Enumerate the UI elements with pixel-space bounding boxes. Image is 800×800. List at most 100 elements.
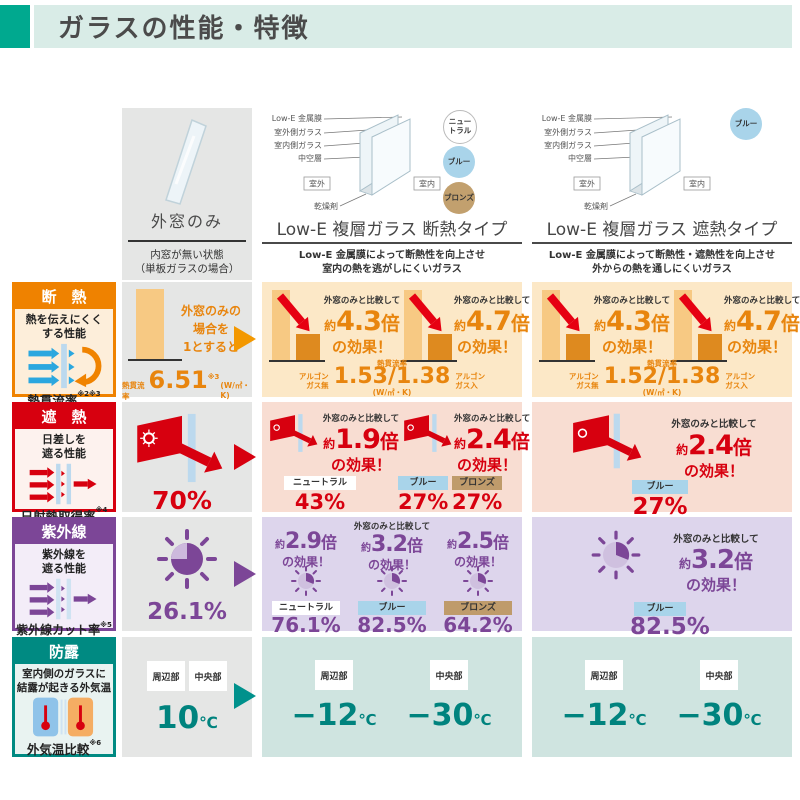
row-metric-condensation: 外気温比較※6 xyxy=(26,739,102,758)
solar-arrow-icon xyxy=(573,413,642,469)
uv-sun-icon xyxy=(591,530,641,580)
row-title-uv: 紫外線 xyxy=(15,520,113,544)
insulation-column-title: Low-E 複層ガラス 断熱タイプ xyxy=(276,220,508,240)
diagram-label-lowe-film: Low-E 金属膜 xyxy=(272,113,322,123)
glass-tone-badge-bronze: ブロンズ xyxy=(444,601,512,615)
baseline-condensation-cell: 周辺部 中央部 10℃ xyxy=(122,637,252,757)
u-value-baseline: 熱貫流率 6.51 ※3 (W/㎡・K) xyxy=(122,366,250,401)
shgc-value: 27% xyxy=(452,490,503,514)
row-desc-shielding: 日差しを 遮る性能 xyxy=(42,433,86,461)
shgc-value: 27% xyxy=(398,490,449,514)
diagram-inside-label: 室内 xyxy=(689,179,705,189)
page-title: ガラスの性能・特徴 xyxy=(58,14,310,44)
u-value-metric-label: 熱貫流率 xyxy=(647,359,677,368)
outdoor-temp-center: −30℃ xyxy=(406,698,492,733)
solar-arrow-icon xyxy=(404,414,452,452)
position-badge-edge: 周辺部 xyxy=(585,660,623,690)
baseline-shielding-cell: 70% xyxy=(122,402,252,515)
glass-color-swatch-bronze: ブロンズ xyxy=(443,182,475,214)
row-title-condensation: 防露 xyxy=(15,640,113,664)
position-badge-center: 中央部 xyxy=(430,660,468,690)
shielding-arrows-icon xyxy=(26,462,102,506)
solar-arrow-icon xyxy=(270,414,318,452)
column-header-shielding-type: Low-E 金属膜 室外側ガラス 室内側ガラス 中空層 室外 室内 乾燥剤 ブル… xyxy=(532,103,792,280)
row-desc-uv: 紫外線を 遮る性能 xyxy=(42,548,86,576)
baseline-uv-cell: 26.1% xyxy=(122,517,252,631)
position-badge-edge: 周辺部 xyxy=(147,661,185,691)
shielding-column-title: Low-E 複層ガラス 遮熱タイプ xyxy=(546,220,778,240)
baseline-insulation-cell: 外窓のみの 場合を 1とすると 熱貫流率 6.51 ※3 (W/㎡・K) xyxy=(122,282,252,401)
single-pane-glass-icon xyxy=(165,118,207,205)
insulation-type-shielding-cell: 外窓のみと比較して 約1.9倍 の効果！ ニュートラル 43% 外窓のみと比較し… xyxy=(262,402,530,514)
diagram-label-inner-glass: 室内側ガラス xyxy=(274,140,322,150)
row-desc-insulation: 熱を伝えにくく する性能 xyxy=(25,313,103,341)
outdoor-temp-edge: −12℃ xyxy=(291,698,377,733)
solar-arrow-icon xyxy=(137,413,223,483)
diagram-label-air-layer: 中空層 xyxy=(568,153,592,163)
glass-tone-badge-blue: ブルー xyxy=(634,602,686,616)
baseline-column-caption: 内窓が無い状態 （単板ガラスの場合） xyxy=(134,249,240,276)
glass-color-swatch-neutral: ニュー トラル xyxy=(443,110,477,144)
column-header-insulation-type: Low-E 金属膜 室外側ガラス 室内側ガラス 中空層 室外 室内 乾燥剤 ニュ… xyxy=(262,103,522,280)
effect-block: 外窓のみと比較して 約3.2倍 の効果！ xyxy=(673,534,759,594)
baseline-column-title: 外窓のみ xyxy=(150,212,223,231)
uv-sun-icon xyxy=(157,529,217,589)
uv-sun-icon xyxy=(463,566,493,596)
glass-tone-badge-blue: ブルー xyxy=(398,476,448,490)
row-label-condensation: 防露 室内側のガラスに 結露が起きる外気温 外気温比較※6 xyxy=(12,637,116,757)
diagram-desiccant-label: 乾燥剤 xyxy=(314,201,338,211)
diagram-inside-label: 室内 xyxy=(419,179,435,189)
shielding-type-shielding-cell: 外窓のみと比較して 約2.4倍 の効果！ ブルー 27% xyxy=(532,402,792,519)
bar-comparison-icon xyxy=(539,290,595,362)
baseline-note: 外窓のみの 場合を 1とすると xyxy=(180,304,241,354)
diagram-label-inner-glass: 室内側ガラス xyxy=(544,140,592,150)
double-pane-diagram: Low-E 金属膜 室外側ガラス 室内側ガラス 中空層 室外 室内 乾燥剤 xyxy=(272,113,441,211)
u-value-comparison: アルゴン ガス無 1.52/1.38 (W/㎡・K) アルゴン ガス入 xyxy=(568,364,756,397)
insulation-type-uv-cell: 約2.9倍 の効果！ ニュートラル 76.1% 外窓のみと比較して 約3.2倍 … xyxy=(262,517,522,635)
uv-sun-icon xyxy=(291,566,321,596)
uv-cut-value: 82.5% xyxy=(630,614,710,640)
bar-baseline-axis xyxy=(128,359,182,361)
row-label-insulation: 断 熱 熱を伝えにくく する性能 熱貫流率※2※3 xyxy=(12,282,116,408)
row-arrow-insulation xyxy=(234,326,256,352)
insulation-column-caption: Low-E 金属膜によって断熱性を向上させ 室内の熱を逃がしにくいガラス xyxy=(298,250,486,275)
bar-comparison-icon xyxy=(269,290,325,362)
diagram-outside-label: 室外 xyxy=(579,179,595,189)
glass-tone-badge-neutral: ニュートラル xyxy=(272,601,340,615)
outdoor-temp-baseline: 10℃ xyxy=(156,700,218,736)
shgc-baseline-value: 70% xyxy=(152,486,212,515)
divider xyxy=(532,242,792,244)
column-header-baseline: 外窓のみ 内窓が無い状態 （単板ガラスの場合） xyxy=(122,108,252,280)
diagram-desiccant-label: 乾燥剤 xyxy=(584,201,608,211)
shielding-type-condensation-cell: 周辺部 −12℃ 中央部 −30℃ xyxy=(532,637,792,757)
bar-comparison-icon xyxy=(401,290,457,362)
position-badge-center: 中央部 xyxy=(700,660,738,690)
row-arrow-condensation xyxy=(234,683,256,709)
u-value-comparison: アルゴン ガス無 1.53/1.38 (W/㎡・K) アルゴン ガス入 xyxy=(298,364,486,397)
row-desc-condensation: 室内側のガラスに 結露が起きる外気温 xyxy=(16,668,112,694)
row-metric-uv: 紫外線カット率※5 xyxy=(16,620,112,637)
diagram-outside-label: 室外 xyxy=(309,179,325,189)
shgc-value: 27% xyxy=(632,494,688,520)
insulation-type-condensation-cell: 周辺部 −12℃ 中央部 −30℃ xyxy=(262,637,522,757)
diagram-label-outer-glass: 室外側ガラス xyxy=(544,127,592,137)
shielding-column-caption: Low-E 金属膜によって断熱性・遮熱性を向上させ 外からの熱を通しにくいガラス xyxy=(548,250,776,275)
row-title-insulation: 断 熱 xyxy=(15,285,113,309)
uv-sun-icon xyxy=(377,566,407,596)
insulation-type-insulation-cell: 外窓のみと比較して 約4.3倍 の効果！ 外窓のみと比較して 約4.7倍 の効果… xyxy=(262,282,531,397)
glass-color-swatch-blue: ブルー xyxy=(443,146,475,178)
effect-block: 外窓のみと比較して 約3.2倍 の効果！ xyxy=(353,522,431,572)
row-label-shielding: 遮 熱 日差しを 遮る性能 日射熱取得率※4 xyxy=(12,402,116,524)
row-arrow-shielding xyxy=(234,444,256,470)
glass-tone-badge-blue: ブルー xyxy=(358,601,426,615)
effect-block: 外窓のみと比較して 約4.7倍 の効果！ xyxy=(454,296,531,356)
effect-block: 外窓のみと比較して 約4.3倍 の効果！ xyxy=(323,296,401,356)
header-accent-square xyxy=(0,5,30,48)
thermometers-icon xyxy=(33,695,95,739)
effect-block: 外窓のみと比較して 約4.7倍 の効果！ xyxy=(724,296,800,356)
row-title-shielding: 遮 熱 xyxy=(15,405,113,429)
effect-block: 外窓のみと比較して 約2.4倍 の効果！ xyxy=(671,419,757,480)
row-label-uv: 紫外線 紫外線を 遮る性能 紫外線カット率※5 xyxy=(12,517,116,637)
shgc-value: 43% xyxy=(294,490,346,514)
